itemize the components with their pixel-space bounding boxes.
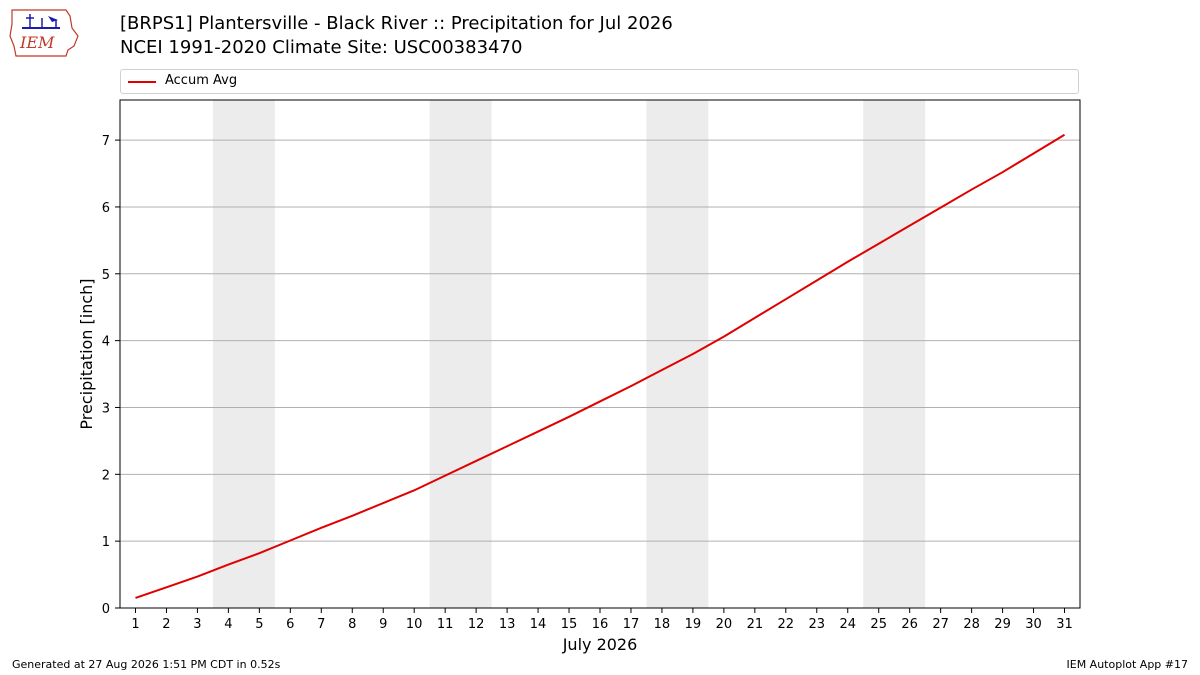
x-tick-label-9: 9 [379, 617, 387, 632]
x-tick-label-14: 14 [530, 617, 547, 632]
y-tick-label-5: 5 [102, 268, 110, 283]
x-tick-label-1: 1 [131, 617, 139, 632]
x-tick-label-8: 8 [348, 617, 356, 632]
x-tick-label-16: 16 [592, 617, 609, 632]
x-tick-label-20: 20 [716, 617, 733, 632]
weekend-bands [212, 100, 926, 608]
x-tick-label-31: 31 [1056, 617, 1073, 632]
x-axis-label: July 2026 [562, 635, 638, 654]
x-tick-label-23: 23 [809, 617, 826, 632]
x-tick-label-4: 4 [224, 617, 232, 632]
y-tick-label-3: 3 [102, 401, 110, 416]
x-tick-label-17: 17 [623, 617, 640, 632]
y-tick-label-7: 7 [102, 134, 110, 149]
x-tick-label-28: 28 [963, 617, 980, 632]
legend-swatch-accum-avg [128, 81, 156, 83]
x-tick-label-27: 27 [932, 617, 949, 632]
x-tick-label-7: 7 [317, 617, 325, 632]
chart-legend: Accum Avg [120, 69, 1079, 94]
weekend-band-4 [863, 100, 926, 608]
x-tick-label-3: 3 [193, 617, 201, 632]
weekend-band-2 [429, 100, 492, 608]
y-tick-label-2: 2 [102, 468, 110, 483]
x-tick-label-25: 25 [870, 617, 887, 632]
y-tick-label-6: 6 [102, 201, 110, 216]
y-axis-label: Precipitation [inch] [77, 278, 96, 429]
title-line-1: [BRPS1] Plantersville - Black River :: P… [120, 13, 673, 34]
x-tick-label-6: 6 [286, 617, 294, 632]
title-line-2: NCEI 1991-2020 Climate Site: USC00383470 [120, 37, 523, 58]
x-axis-ticks: 1 2 3 4 5 6 7 8 9 10 11 12 13 14 15 16 17 18 19 20 21 22 23 24 2… [131, 608, 1073, 632]
weekend-band-1 [212, 100, 275, 608]
x-tick-label-22: 22 [778, 617, 795, 632]
y-tick-label-4: 4 [102, 335, 110, 350]
x-tick-label-12: 12 [468, 617, 485, 632]
logo-text: IEM [19, 33, 55, 52]
iem-iowa-logo-icon: IEM [9, 9, 79, 57]
x-tick-label-24: 24 [839, 617, 856, 632]
chart-title: [BRPS1] Plantersville - Black River :: P… [120, 12, 673, 60]
x-tick-label-11: 11 [437, 617, 454, 632]
y-tick-label-0: 0 [102, 602, 110, 617]
x-tick-label-10: 10 [406, 617, 423, 632]
x-tick-label-15: 15 [561, 617, 578, 632]
x-tick-label-29: 29 [994, 617, 1011, 632]
x-tick-label-5: 5 [255, 617, 263, 632]
y-tick-label-1: 1 [102, 535, 110, 550]
legend-label-accum-avg: Accum Avg [165, 73, 238, 88]
x-tick-label-21: 21 [747, 617, 764, 632]
series-line-accum-avg [135, 133, 1066, 599]
x-tick-label-2: 2 [162, 617, 170, 632]
x-tick-label-18: 18 [654, 617, 671, 632]
weekend-band-3 [646, 100, 709, 608]
x-tick-label-26: 26 [901, 617, 918, 632]
x-tick-label-13: 13 [499, 617, 516, 632]
app-id: IEM Autoplot App #17 [1066, 658, 1189, 671]
iem-logo: IEM [8, 6, 80, 58]
series-lines [135, 133, 1066, 599]
generated-timestamp: Generated at 27 Aug 2026 1:51 PM CDT in … [12, 658, 281, 671]
y-axis-ticks: 0 1 2 3 4 5 6 7 [102, 134, 120, 617]
x-tick-label-19: 19 [685, 617, 702, 632]
x-tick-label-30: 30 [1025, 617, 1042, 632]
